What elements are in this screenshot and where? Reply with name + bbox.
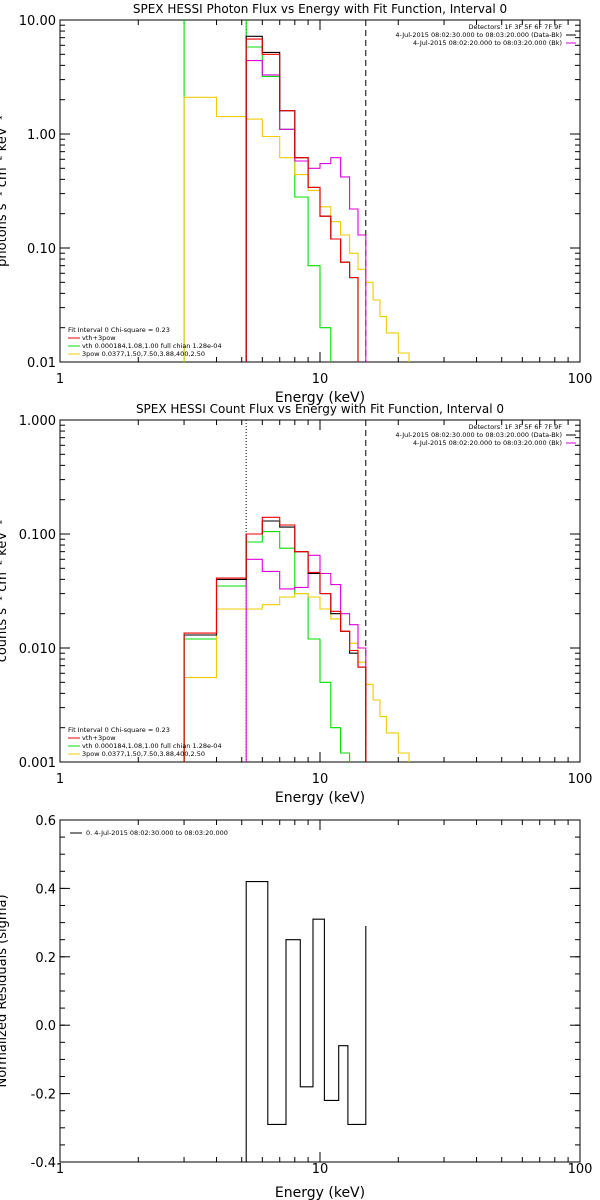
x-tick-label: 1 xyxy=(56,772,64,787)
legend-bottom-entry: vth+3pow xyxy=(82,734,116,742)
series-vth-3pow xyxy=(245,38,359,362)
x-tick-label: 100 xyxy=(568,1162,593,1177)
series-data-bk xyxy=(183,520,367,762)
legend-top-entry: 4-Jul-2015 08:02:30.000 to 08:03:20.000 … xyxy=(395,31,562,39)
y-axis-label: photons s⁻¹ cm⁻² keV⁻¹ xyxy=(0,115,10,267)
plot-frame xyxy=(59,819,581,1163)
legend-top-entry: 4-Jul-2015 08:02:20.000 to 08:03:20.000 … xyxy=(413,439,562,447)
y-tick-label: 0.6 xyxy=(35,814,56,829)
x-tick-label: 100 xyxy=(568,772,593,787)
x-tick-label: 1 xyxy=(56,1162,64,1177)
legend-bottom-entry: 3pow 0.0377,1.50,7.50,3.88,400,2.50 xyxy=(82,750,205,758)
legend-bottom-entry: vth 0.000184,1.08,1.00 full chian 1.28e-… xyxy=(82,742,222,750)
x-axis-label: Energy (keV) xyxy=(275,390,365,406)
series-3pow xyxy=(183,593,410,762)
x-axis-label: Energy (keV) xyxy=(275,1185,365,1200)
y-tick-label: 0.01 xyxy=(27,356,56,371)
y-tick-label: 0.0 xyxy=(35,1019,56,1034)
legend-bottom-entry: 3pow 0.0377,1.50,7.50,3.88,400,2.50 xyxy=(82,350,205,358)
series-3pow xyxy=(183,96,410,362)
legend-entry: 0. 4-Jul-2015 08:02:30.000 to 08:03:20.0… xyxy=(86,829,228,837)
legend-top-entry: 4-Jul-2015 08:02:30.000 to 08:03:20.000 … xyxy=(395,431,562,439)
series-group xyxy=(183,20,410,362)
series-bk xyxy=(245,554,367,762)
y-axis-label: Normalized Residuals (sigma) xyxy=(0,894,10,1087)
x-axis-label: Energy (keV) xyxy=(275,790,365,806)
chart-title: SPEX HESSI Count Flux vs Energy with Fit… xyxy=(136,402,504,416)
series-data-bk xyxy=(245,35,359,362)
y-tick-label: 0.100 xyxy=(19,528,56,543)
y-tick-label: 10.00 xyxy=(19,14,56,29)
y-tick-label: 1.00 xyxy=(27,128,56,143)
series-vth-3pow xyxy=(183,516,367,762)
x-tick-label: 100 xyxy=(568,372,593,387)
y-tick-label: -0.2 xyxy=(31,1088,56,1103)
chart-title: SPEX HESSI Photon Flux vs Energy with Fi… xyxy=(133,2,507,16)
series-vth xyxy=(183,531,351,762)
y-axis-label: counts s⁻¹ cm⁻² keV⁻¹ xyxy=(0,520,10,663)
y-tick-label: 0.10 xyxy=(27,242,56,257)
series-group xyxy=(183,516,410,762)
series-vth xyxy=(183,20,332,362)
y-tick-label: -0.4 xyxy=(31,1156,56,1171)
y-tick-label: 0.4 xyxy=(35,882,56,897)
panel-3: 1 10 100 Energy (keV) -0.4 -0.2 0.0 0.2 0.4 0.6 No… xyxy=(0,814,592,1200)
y-tick-label: 0.2 xyxy=(35,951,56,966)
legend-bottom-entry: vth+3pow xyxy=(82,334,116,342)
legend-bottom-entry: vth 0.000184,1.08,1.00 full chian 1.28e-… xyxy=(82,342,222,350)
legend-bottom-entry: Fit Interval 0 Chi-square = 0.23 xyxy=(68,726,170,734)
y-tick-label: 1.000 xyxy=(19,414,56,429)
x-tick-label: 10 xyxy=(312,1162,329,1177)
legend-top-entry: 4-Jul-2015 08:02:20.000 to 08:03:20.000 … xyxy=(413,39,562,47)
y-tick-label: 0.001 xyxy=(19,756,56,771)
panel-2: SPEX HESSI Count Flux vs Energy with Fit… xyxy=(0,402,592,806)
panel-1: SPEX HESSI Photon Flux vs Energy with Fi… xyxy=(0,2,592,406)
series-group xyxy=(245,881,367,1162)
y-tick-label: 0.010 xyxy=(19,642,56,657)
legend-top-entry: Detectors: 1F 3F 5F 6F 7F 9F xyxy=(468,423,562,431)
series-bk xyxy=(245,60,367,362)
x-tick-label: 10 xyxy=(312,372,329,387)
legend-bottom-entry: Fit Interval 0 Chi-square = 0.23 xyxy=(68,326,170,334)
x-tick-label: 10 xyxy=(312,772,329,787)
x-tick-label: 1 xyxy=(56,372,64,387)
legend-top-entry: Detectors: 1F 3F 5F 6F 7F 9F xyxy=(468,23,562,31)
series-residuals xyxy=(245,881,367,1162)
